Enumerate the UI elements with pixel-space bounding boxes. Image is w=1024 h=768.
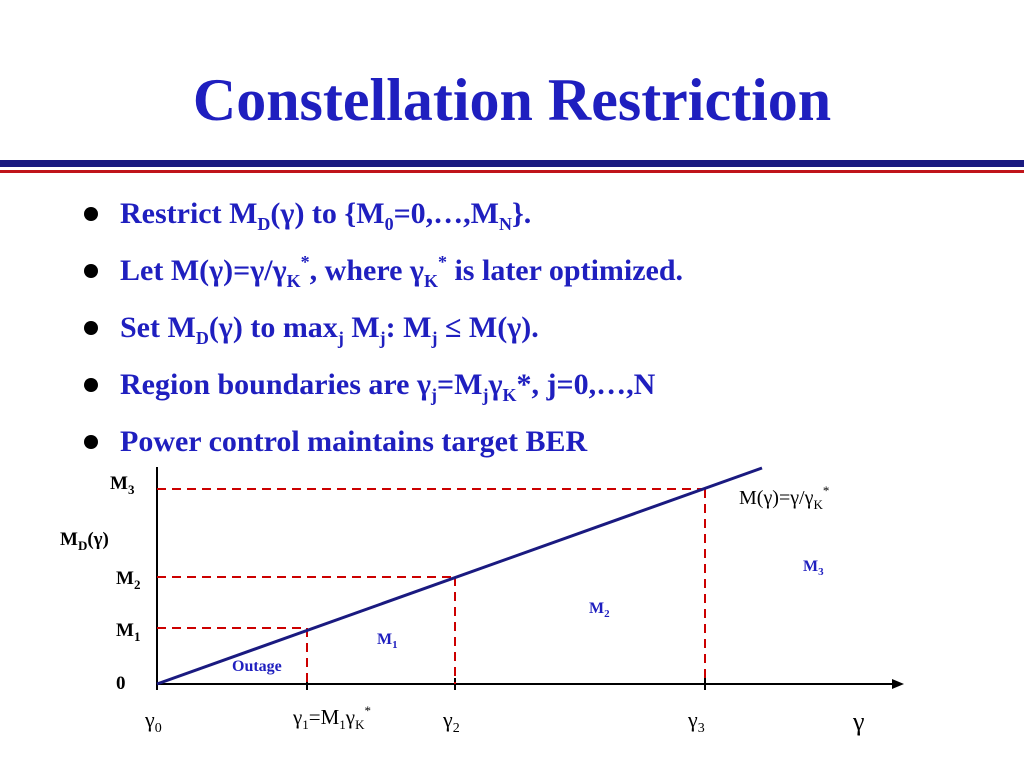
title-rule-navy bbox=[0, 160, 1024, 167]
bullet-text-segment: * bbox=[300, 252, 310, 272]
bullet-text-segment: 0 bbox=[384, 214, 394, 234]
bullet-dot-icon bbox=[84, 321, 98, 335]
bullet-text-segment: j bbox=[482, 385, 489, 405]
region-label-m2: M2 bbox=[589, 600, 610, 620]
bullet-text-segment: K bbox=[286, 271, 301, 291]
bullet-item: Restrict MD(γ) to {M0=0,…,MN}. bbox=[82, 192, 683, 249]
bullet-text-segment: D bbox=[257, 214, 271, 234]
bullet-text-segment: (γ) to {M bbox=[270, 197, 385, 230]
bullet-item: Region boundaries are γj=MjγK*, j=0,…,N bbox=[82, 363, 683, 420]
bullet-dot-icon bbox=[84, 264, 98, 278]
x-label-g2: γ2 bbox=[442, 707, 460, 736]
bullet-dot-icon bbox=[84, 207, 98, 221]
threshold-guides bbox=[157, 488, 706, 684]
bullet-text-segment: j bbox=[379, 328, 386, 348]
x-axis-arrow-icon bbox=[892, 679, 904, 689]
bullet-dot-icon bbox=[84, 435, 98, 449]
bullet-text-segment: j bbox=[431, 385, 438, 405]
bullet-text-segment: D bbox=[195, 328, 209, 348]
x-label-g1: γ1=M1γK* bbox=[292, 703, 371, 732]
bullet-item: Let M(γ)=γ/γK*, where γK* is later optim… bbox=[82, 249, 683, 306]
bullet-text-segment: * bbox=[437, 252, 447, 272]
bullet-text-segment: Restrict M bbox=[120, 197, 258, 230]
bullet-text-segment: ≤ M(γ). bbox=[437, 311, 539, 344]
bullet-text-segment: M bbox=[343, 311, 380, 344]
bullet-text-segment: j bbox=[337, 328, 344, 348]
bullet-item: Power control maintains target BER bbox=[82, 420, 683, 477]
slide-title: Constellation Restriction bbox=[192, 67, 832, 133]
region-label-m3: M3 bbox=[803, 558, 824, 578]
region-label-outage: Outage bbox=[232, 658, 282, 675]
title-rule-red bbox=[0, 170, 1024, 173]
x-label-g0: γ0 bbox=[144, 707, 162, 736]
x-axis-title: γ bbox=[852, 707, 865, 736]
y-label-zero: 0 bbox=[116, 673, 126, 694]
y-label-m1: M1 bbox=[116, 620, 140, 644]
bullet-text-segment: =M bbox=[437, 368, 483, 401]
bullet-text-segment: K bbox=[502, 385, 517, 405]
bullet-item: Set MD(γ) to maxj Mj: Mj ≤ M(γ). bbox=[82, 306, 683, 363]
bullet-list: Restrict MD(γ) to {M0=0,…,MN}. Let M(γ)=γ… bbox=[82, 192, 683, 477]
rate-line bbox=[156, 466, 763, 686]
bullet-text-segment: Let M(γ)=γ/γ bbox=[120, 254, 287, 287]
bullet-text-segment: j bbox=[431, 328, 438, 348]
bullet-dot-icon bbox=[84, 378, 98, 392]
bullet-text-segment: : M bbox=[385, 311, 432, 344]
rate-line-label: M(γ)=γ/γK* bbox=[739, 483, 829, 512]
bullet-text-segment: is later optimized. bbox=[446, 254, 684, 287]
bullet-text-segment: =0,…,M bbox=[393, 197, 499, 230]
y-label-m3: M3 bbox=[110, 473, 135, 497]
x-label-g3: γ3 bbox=[687, 707, 705, 736]
region-label-m1: M1 bbox=[377, 631, 398, 651]
bullet-text-segment: , where γ bbox=[309, 254, 424, 287]
bullet-text-segment: N bbox=[498, 214, 512, 234]
bullet-text-segment: K bbox=[423, 271, 438, 291]
bullet-text-segment: Power control maintains target BER bbox=[120, 425, 588, 458]
bullet-text-segment: (γ) to max bbox=[208, 311, 338, 344]
bullet-text-segment: Set M bbox=[120, 311, 196, 344]
y-label-m2: M2 bbox=[116, 568, 140, 592]
bullet-text-segment: *, j=0,…,N bbox=[516, 368, 656, 401]
bullet-text-segment: γ bbox=[488, 368, 503, 401]
y-axis-title: MD(γ) bbox=[60, 529, 109, 553]
bullet-text-segment: Region boundaries are γ bbox=[120, 368, 432, 401]
bullet-text-segment: }. bbox=[511, 197, 532, 230]
